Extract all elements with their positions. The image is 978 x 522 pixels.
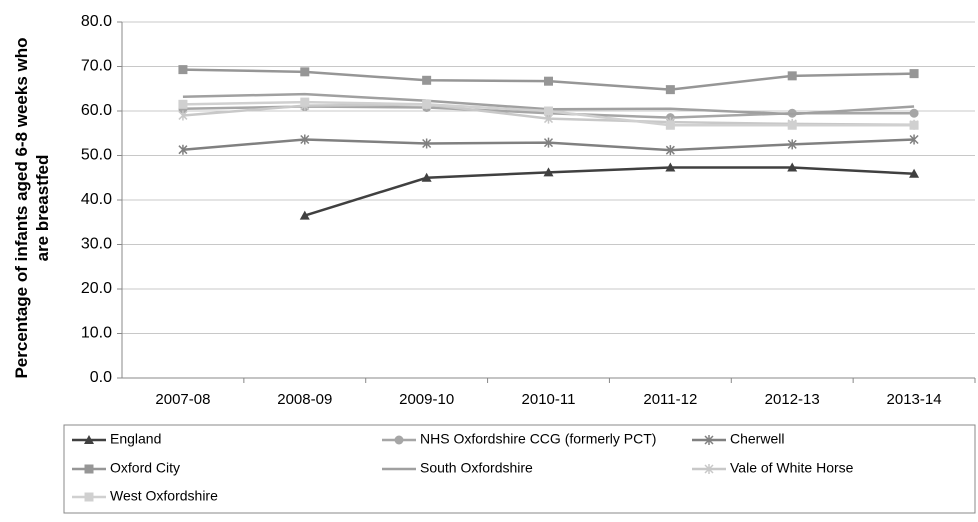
marker [787,71,797,81]
marker [178,99,188,109]
marker [909,108,919,118]
marker [909,168,920,178]
series-line [304,166,915,217]
x-tick-label: 2009-10 [399,391,454,408]
y-tick-label: 10.0 [81,325,112,342]
marker [665,145,675,156]
legend-label: Cherwell [730,431,784,447]
legend-label: South Oxfordshire [420,460,533,476]
marker [422,99,432,109]
y-tick-label: 80.0 [81,13,112,30]
marker [422,138,432,149]
y-tick-label: 70.0 [81,58,112,75]
marker [300,67,310,77]
marker [178,65,188,75]
y-tick-label: 0.0 [90,369,112,386]
marker [84,435,94,444]
marker [909,120,919,130]
x-tick-label: 2013-14 [887,391,942,408]
x-tick-label: 2007-08 [155,391,210,408]
marker [300,134,310,145]
marker [178,110,188,121]
marker [787,162,798,172]
x-tick-label: 2012-13 [765,391,820,408]
marker [665,162,676,172]
marker [665,85,675,95]
marker [300,97,310,107]
legend-label: Vale of White Horse [730,460,854,476]
legend-label: NHS Oxfordshire CCG (formerly PCT) [420,431,656,447]
marker [178,144,188,155]
x-tick-label: 2010-11 [522,391,576,408]
x-tick-label: 2011-12 [643,391,697,408]
y-tick-label: 40.0 [81,191,112,208]
x-tick-label: 2008-09 [277,391,332,408]
y-tick-label: 50.0 [81,147,112,164]
y-tick-label: 20.0 [81,280,112,297]
marker [909,69,919,79]
legend-label: England [110,431,161,447]
marker [84,492,94,502]
marker [665,120,675,130]
y-tick-label: 30.0 [81,236,112,253]
marker [909,134,919,145]
marker [422,75,432,85]
marker [544,106,553,116]
legend-label: West Oxfordshire [110,488,218,504]
marker [299,210,310,220]
marker [394,435,404,445]
marker [84,464,94,474]
legend-label: Oxford City [110,460,180,476]
marker [787,139,797,150]
marker [787,120,797,130]
legend-box [63,424,976,514]
marker [421,172,432,182]
marker [704,435,714,445]
marker [543,167,554,177]
marker [704,464,714,474]
marker [543,137,554,148]
y-axis-label: Percentage of infants aged 6-8 weeks who… [12,37,52,379]
y-tick-label: 60.0 [81,102,112,119]
marker [544,76,553,86]
